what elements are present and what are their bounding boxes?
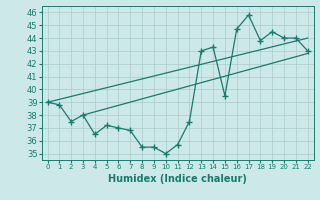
X-axis label: Humidex (Indice chaleur): Humidex (Indice chaleur) (108, 174, 247, 184)
